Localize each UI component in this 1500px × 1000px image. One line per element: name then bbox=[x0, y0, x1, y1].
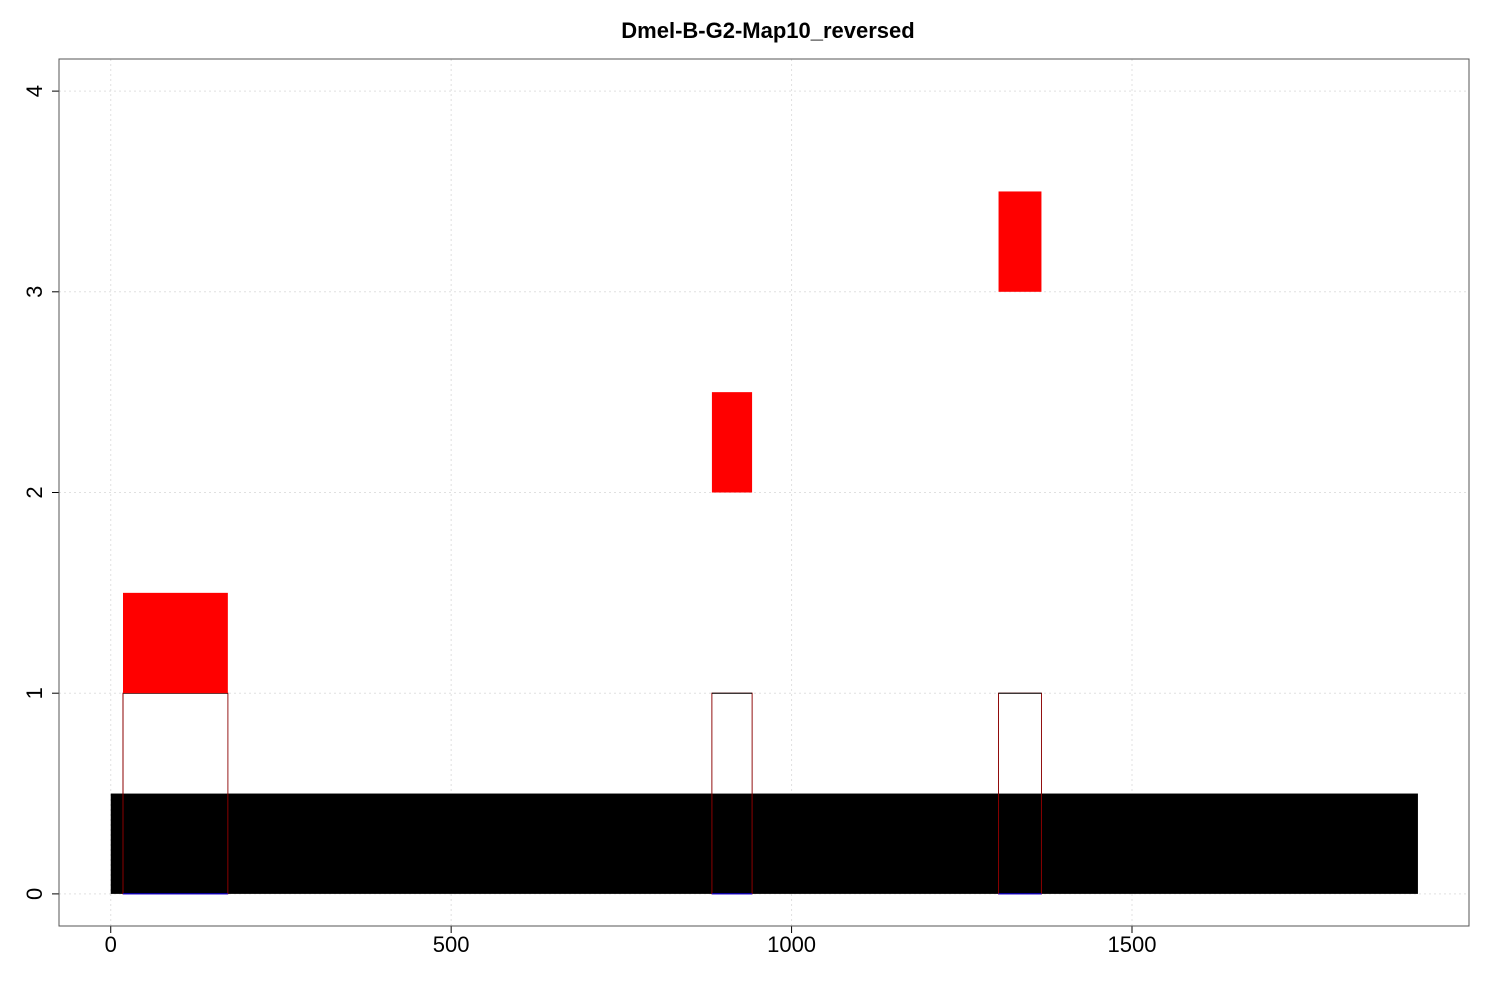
red-block-1 bbox=[711, 392, 753, 493]
plot-frame bbox=[58, 58, 1470, 927]
y-tick-label-1: 1 bbox=[22, 687, 47, 699]
outline-bar-fill-0 bbox=[123, 693, 228, 794]
outline-bar-layer bbox=[122, 692, 1042, 895]
outline-bar-fill-2 bbox=[999, 693, 1041, 794]
chart-title: Dmel-B-G2-Map10_reversed bbox=[621, 18, 914, 43]
y-tick-label-3: 3 bbox=[22, 286, 47, 298]
x-tick-label-3: 1500 bbox=[1108, 932, 1157, 957]
y-tick-label-0: 0 bbox=[22, 888, 47, 900]
outline-bar-fill-1 bbox=[712, 693, 752, 794]
background-bar-layer bbox=[110, 793, 1418, 894]
x-tick-label-0: 0 bbox=[105, 932, 117, 957]
background-bar bbox=[110, 793, 1418, 894]
red-block-0 bbox=[122, 592, 228, 694]
axes: 0 500 1000 1500 0 1 2 3 4 bbox=[22, 85, 1156, 957]
red-block-layer bbox=[122, 191, 1042, 694]
y-tick-label-2: 2 bbox=[22, 486, 47, 498]
x-tick-label-1: 500 bbox=[433, 932, 470, 957]
red-block-2 bbox=[998, 191, 1042, 292]
x-tick-label-2: 1000 bbox=[767, 932, 816, 957]
y-tick-label-4: 4 bbox=[22, 85, 47, 97]
